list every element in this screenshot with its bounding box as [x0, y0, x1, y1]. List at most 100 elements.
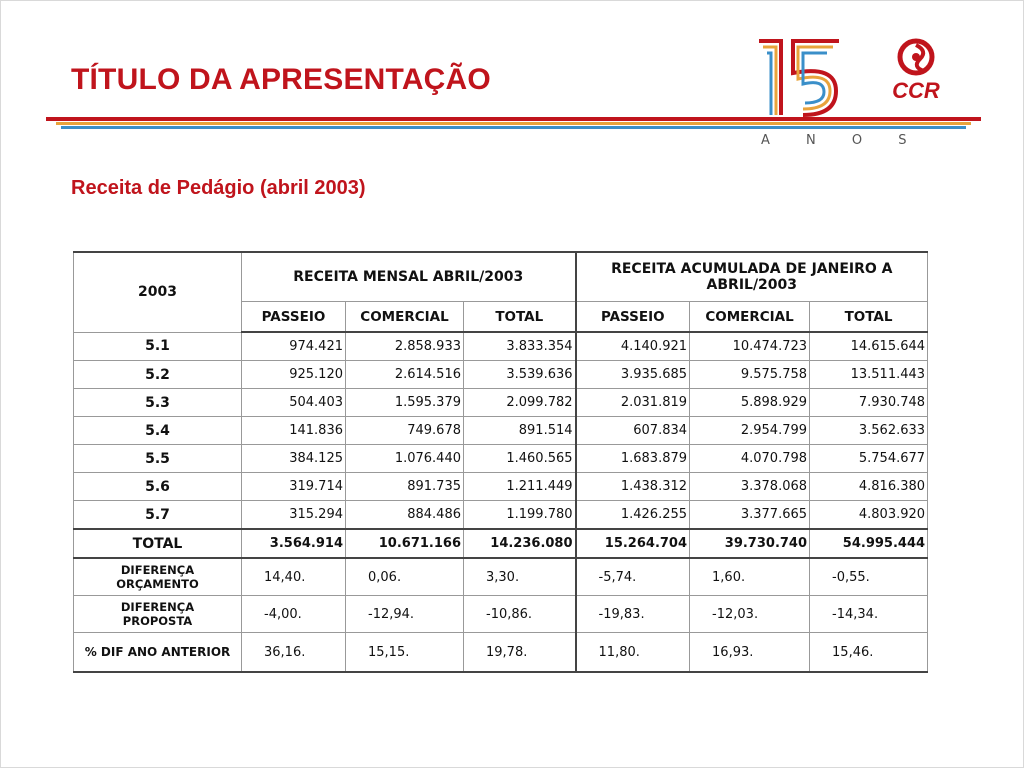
table-row: 5.1 974.421 2.858.933 3.833.354 4.140.92… — [73, 331, 929, 361]
row-label: TOTAL — [73, 528, 242, 559]
pct-cell: -12,94. — [345, 595, 464, 633]
table-cell: 2.031.819 — [574, 388, 691, 417]
table-cell: 891.514 — [462, 416, 577, 445]
slide-subtitle: Receita de Pedágio (abril 2003) — [71, 177, 366, 199]
column-header: TOTAL — [462, 301, 577, 333]
table-cell: 2.614.516 — [345, 360, 464, 389]
group-accumulated-header: RECEITA ACUMULADA DE JANEIRO A ABRIL/200… — [574, 251, 929, 302]
total-cell: 39.730.740 — [689, 528, 811, 559]
table-cell: 504.403 — [241, 388, 346, 417]
table-cell: 9.575.758 — [689, 360, 811, 389]
group-monthly-header: RECEITA MENSAL ABRIL/2003 — [240, 251, 577, 302]
table-row: 5.3 504.403 1.595.379 2.099.782 2.031.81… — [73, 388, 929, 417]
column-header: COMERCIAL — [689, 301, 811, 333]
total-cell: 3.564.914 — [241, 528, 346, 559]
total-cell: 10.671.166 — [345, 528, 464, 559]
pct-cell: -4,00. — [241, 595, 346, 633]
stripe-red — [46, 117, 981, 121]
row-label-line1: DIFERENÇA — [120, 600, 195, 614]
table-total-row: TOTAL 3.564.914 10.671.166 14.236.080 15… — [73, 528, 929, 559]
table-cell: 2.954.799 — [689, 416, 811, 445]
table-cell: 607.834 — [574, 416, 691, 445]
stripe-blue — [61, 126, 966, 129]
diff-budget-row: DIFERENÇA ORÇAMENTO 14,40. 0,06. 3,30. -5… — [73, 557, 929, 596]
table-cell: 2.099.782 — [462, 388, 577, 417]
table-cell: 384.125 — [241, 444, 346, 473]
table-header-group-row: 2003 RECEITA MENSAL ABRIL/2003 RECEITA A… — [73, 251, 929, 333]
pct-cell: 1,60. — [689, 557, 811, 596]
pct-cell: -19,83. — [574, 595, 691, 633]
table-header-columns-row: PASSEIO COMERCIAL TOTAL PASSEIO COMERCIA… — [74, 301, 929, 333]
row-label: 5.7 — [73, 500, 242, 530]
table-row: 5.4 141.836 749.678 891.514 607.834 2.95… — [73, 416, 929, 445]
table-cell: 1.595.379 — [345, 388, 464, 417]
row-label: 5.6 — [73, 472, 242, 501]
diff-prev-year-row: % DIF ANO ANTERIOR 36,16. 15,15. 19,78. … — [73, 632, 929, 673]
table-cell: 2.858.933 — [345, 331, 464, 361]
pct-cell: -0,55. — [809, 557, 929, 596]
pct-cell: -14,34. — [809, 595, 929, 633]
pct-cell: 19,78. — [462, 632, 577, 673]
row-label-line2: ORÇAMENTO — [116, 577, 199, 591]
slide-title: TÍTULO DA APRESENTAÇÃO — [71, 63, 491, 96]
table-cell: 4.140.921 — [574, 331, 691, 361]
pct-cell: 3,30. — [462, 557, 577, 596]
table-row: 5.5 384.125 1.076.440 1.460.565 1.683.87… — [73, 444, 929, 473]
pct-cell: 11,80. — [574, 632, 691, 673]
row-label: 5.4 — [73, 416, 242, 445]
row-label: % DIF ANO ANTERIOR — [73, 632, 242, 673]
table-cell: 14.615.644 — [809, 331, 929, 361]
ccr-swirl-icon — [897, 38, 935, 76]
table-cell: 925.120 — [241, 360, 346, 389]
row-label: 5.2 — [73, 360, 242, 389]
pct-cell: -5,74. — [574, 557, 691, 596]
table-cell: 1.438.312 — [574, 472, 691, 501]
table-cell: 4.803.920 — [809, 500, 929, 530]
column-header: PASSEIO — [241, 301, 346, 333]
column-header: PASSEIO — [574, 301, 691, 333]
pct-cell: 14,40. — [241, 557, 346, 596]
title-stripes — [46, 117, 981, 129]
fifteen-years-badge-icon — [759, 39, 839, 117]
table-cell: 884.486 — [345, 500, 464, 530]
pct-cell: 15,46. — [809, 632, 929, 673]
table-cell: 7.930.748 — [809, 388, 929, 417]
table-cell: 141.836 — [241, 416, 346, 445]
table-cell: 10.474.723 — [689, 331, 811, 361]
diff-proposal-row: DIFERENÇA PROPOSTA -4,00. -12,94. -10,86.… — [73, 595, 929, 633]
pct-cell: 15,15. — [345, 632, 464, 673]
table-row: 5.7 315.294 884.486 1.199.780 1.426.255 … — [73, 500, 929, 530]
badge-caption: A N O S — [761, 133, 923, 148]
column-header: COMERCIAL — [345, 301, 464, 333]
row-label-line1: DIFERENÇA — [120, 563, 195, 577]
row-label: DIFERENÇA PROPOSTA — [73, 595, 242, 633]
table-cell: 3.833.354 — [462, 331, 577, 361]
table-cell: 5.754.677 — [809, 444, 929, 473]
row-label: DIFERENÇA ORÇAMENTO — [73, 557, 242, 596]
table-cell: 3.562.633 — [809, 416, 929, 445]
table-cell: 4.816.380 — [809, 472, 929, 501]
table-cell: 1.199.780 — [462, 500, 577, 530]
year-cell: 2003 — [73, 251, 242, 333]
table-cell: 4.070.798 — [689, 444, 811, 473]
table-cell: 5.898.929 — [689, 388, 811, 417]
table-cell: 974.421 — [241, 331, 346, 361]
pct-cell: -10,86. — [462, 595, 577, 633]
pct-cell: 0,06. — [345, 557, 464, 596]
ccr-logo: CCR — [881, 37, 951, 104]
ccr-brand-name: CCR — [892, 78, 940, 103]
column-header: TOTAL — [809, 301, 929, 333]
row-label: 5.3 — [73, 388, 242, 417]
table-cell: 3.539.636 — [462, 360, 577, 389]
table-cell: 3.377.665 — [689, 500, 811, 530]
table-cell: 1.211.449 — [462, 472, 577, 501]
total-cell: 54.995.444 — [809, 528, 929, 559]
table-cell: 891.735 — [345, 472, 464, 501]
table-row: 5.2 925.120 2.614.516 3.539.636 3.935.68… — [73, 360, 929, 389]
row-label-line2: PROPOSTA — [122, 614, 193, 628]
table-cell: 3.935.685 — [574, 360, 691, 389]
table-cell: 749.678 — [345, 416, 464, 445]
row-label: 5.5 — [73, 444, 242, 473]
total-cell: 15.264.704 — [574, 528, 691, 559]
